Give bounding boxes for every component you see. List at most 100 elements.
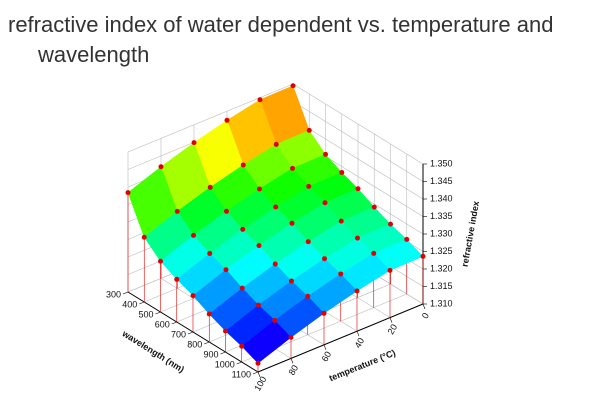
data-point bbox=[125, 190, 131, 196]
x-tick bbox=[122, 291, 129, 295]
y-tick-label: 20 bbox=[386, 322, 400, 336]
x-tick-label: 700 bbox=[171, 329, 186, 339]
data-point bbox=[272, 317, 278, 323]
data-point bbox=[174, 276, 180, 282]
data-point bbox=[273, 204, 279, 210]
data-point bbox=[290, 83, 296, 89]
data-point bbox=[322, 200, 328, 206]
data-point bbox=[305, 239, 311, 245]
y-tick-label: 100 bbox=[252, 375, 268, 393]
x-tick-label: 800 bbox=[187, 339, 202, 349]
data-point bbox=[388, 221, 393, 227]
wall-grid-line bbox=[292, 101, 424, 182]
y-tick-label: 40 bbox=[353, 336, 367, 350]
data-point bbox=[355, 186, 361, 192]
data-point bbox=[338, 218, 344, 224]
data-point bbox=[289, 220, 295, 226]
z-tick-label: 1.315 bbox=[430, 281, 453, 291]
data-point bbox=[371, 250, 377, 256]
data-point bbox=[256, 243, 262, 249]
data-point bbox=[256, 302, 261, 308]
data-point bbox=[306, 183, 312, 189]
data-point bbox=[371, 204, 377, 210]
x-tick bbox=[139, 301, 145, 305]
data-point bbox=[191, 140, 197, 146]
y-tick bbox=[422, 303, 426, 310]
data-point bbox=[255, 360, 261, 366]
data-point bbox=[289, 278, 294, 284]
y-tick-label: 0 bbox=[420, 311, 431, 320]
z-tick-label: 1.310 bbox=[430, 298, 453, 308]
y-tick-label: 60 bbox=[320, 350, 334, 364]
data-point bbox=[305, 293, 311, 299]
x-tick-label: 1100 bbox=[232, 369, 251, 379]
data-point bbox=[354, 288, 360, 294]
x-tick bbox=[171, 321, 177, 325]
x-tick-label: 900 bbox=[203, 349, 218, 359]
data-point bbox=[239, 343, 245, 349]
x-tick bbox=[236, 361, 242, 365]
data-point bbox=[387, 267, 393, 273]
data-point bbox=[257, 186, 262, 192]
data-point bbox=[141, 234, 147, 240]
data-point bbox=[223, 328, 228, 334]
data-point bbox=[174, 208, 180, 214]
x-tick bbox=[220, 351, 226, 355]
data-point bbox=[322, 256, 327, 262]
data-point bbox=[223, 267, 229, 273]
y-tick bbox=[323, 344, 327, 350]
data-point bbox=[239, 285, 245, 291]
x-tick-label: 500 bbox=[138, 309, 153, 319]
y-tick bbox=[356, 331, 360, 337]
data-point bbox=[306, 127, 312, 133]
z-tick-label: 1.350 bbox=[430, 158, 453, 168]
z-tick-label: 1.325 bbox=[430, 246, 453, 256]
data-point bbox=[272, 261, 278, 267]
y-axis bbox=[257, 303, 424, 373]
data-point bbox=[190, 293, 196, 299]
slide-title: refractive index of water dependent vs. … bbox=[8, 12, 554, 67]
data-point bbox=[207, 184, 213, 190]
data-point bbox=[321, 310, 327, 316]
wall-grid-line bbox=[292, 83, 424, 165]
y-tick bbox=[257, 371, 261, 378]
y-tick-label: 80 bbox=[287, 363, 301, 377]
z-axis-title: refractive index bbox=[460, 200, 481, 267]
z-tick-label: 1.345 bbox=[430, 176, 453, 186]
x-tick bbox=[204, 341, 210, 345]
data-point bbox=[224, 208, 229, 214]
data-point bbox=[224, 117, 230, 123]
data-point bbox=[288, 334, 294, 340]
data-point bbox=[355, 235, 360, 241]
data-point bbox=[339, 169, 345, 175]
z-tick-label: 1.320 bbox=[430, 263, 453, 273]
x-tick bbox=[187, 331, 194, 335]
data-point bbox=[290, 165, 295, 171]
z-tick-label: 1.340 bbox=[430, 193, 453, 203]
data-point bbox=[420, 253, 426, 259]
data-point bbox=[207, 250, 213, 256]
z-tick-label: 1.335 bbox=[430, 211, 453, 221]
data-point bbox=[273, 141, 279, 147]
data-point bbox=[338, 271, 344, 277]
y-tick bbox=[389, 317, 393, 323]
x-tick-label: 600 bbox=[155, 319, 170, 329]
x-tick-label: 1000 bbox=[215, 359, 235, 369]
y-tick bbox=[290, 358, 294, 364]
x-tick-label: 400 bbox=[122, 299, 137, 309]
z-tick-label: 1.330 bbox=[430, 228, 453, 238]
data-point bbox=[240, 162, 246, 168]
y-axis-title: temperature (°C) bbox=[328, 348, 397, 384]
data-point bbox=[404, 236, 410, 242]
data-point bbox=[158, 164, 164, 170]
data-point bbox=[257, 97, 263, 103]
data-point bbox=[323, 151, 328, 157]
x-tick bbox=[155, 311, 161, 315]
x-tick bbox=[252, 371, 259, 375]
data-point bbox=[206, 311, 212, 317]
wall-grid-line bbox=[127, 83, 294, 153]
data-point bbox=[158, 258, 163, 264]
wall-grid-line bbox=[292, 118, 424, 200]
